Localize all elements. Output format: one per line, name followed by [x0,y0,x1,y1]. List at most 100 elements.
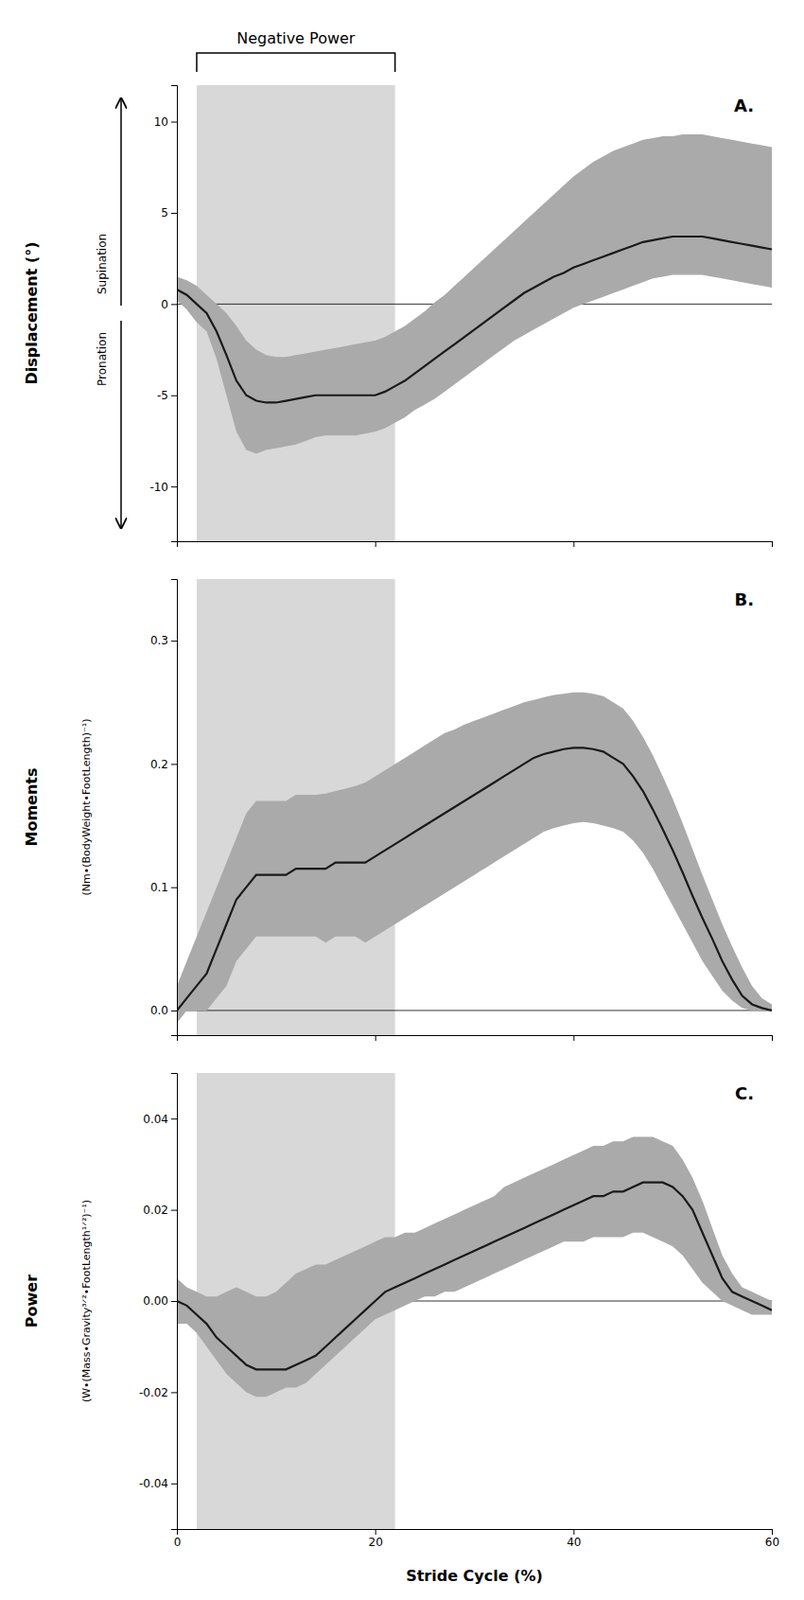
y-tick-label: 0.1 [150,880,169,894]
y-tick-mark [171,887,177,889]
y-tick: 10 [154,115,177,129]
annotation-bracket [196,52,396,72]
chart-svg: -10 -5 0 5 10 A. Negative Power Displacement (°… [0,0,804,1600]
x-tick-mark [176,1034,178,1041]
x-tick-mark [375,1528,377,1535]
y-tick-mark [171,486,177,488]
y-tick-mark [171,122,177,123]
x-tick-mark [176,541,178,547]
y-tick-label: 0.0 [150,1003,169,1017]
plot-area [176,578,772,1035]
y-tick-label: 0.2 [150,757,169,771]
y-tick: 0.02 [142,1203,177,1217]
panel-label: C. [734,1083,754,1103]
x-tick-label: 40 [566,1535,581,1549]
y-tick-label: 0.04 [142,1112,169,1126]
x-tick [573,541,575,547]
y-axis-subtitle: (W•(Mass•Gravity³ᐟ²•FootLength¹ᐟ²)⁻¹) [80,1199,93,1402]
y-axis-line [171,579,178,1036]
y-axis-title: Moments [22,768,41,847]
zero-line [176,1009,772,1011]
y-axis-line [171,86,178,542]
x-tick: 0 [174,1528,182,1549]
y-tick: 0.2 [150,757,177,771]
y-tick-label: 0.02 [142,1203,169,1217]
chart-container: -10 -5 0 5 10 A. Negative Power Displacement (°… [0,0,804,1600]
x-tick-mark [573,1528,575,1535]
x-tick: 20 [368,1528,384,1549]
y-axis: -0.04 -0.02 0.00 0.02 0.04 [139,1073,178,1530]
x-axis-title: Stride Cycle (%) [405,1566,543,1585]
x-tick [375,541,377,547]
y-tick-mark [171,763,177,765]
y-tick-label: -0.02 [139,1385,169,1399]
x-axis: 0 20 40 60 [174,1528,780,1549]
y-tick-label: -0.04 [139,1476,169,1490]
x-tick-mark [573,541,575,547]
x-tick: 60 [765,1528,780,1549]
y-axis: -10 -5 0 5 10 [149,86,177,542]
y-tick-mark [171,303,177,305]
y-tick: 0.00 [142,1293,177,1308]
panel: 0.00.10.20.3B. [150,578,773,1041]
y-tick: 0.3 [150,633,177,647]
mean-line [176,747,772,1010]
y-tick: 0.04 [142,1112,177,1126]
direction-arrow [120,98,123,306]
y-tick-mark [171,1300,177,1302]
y-tick-label: 0.00 [142,1293,169,1308]
y-tick: -0.04 [139,1476,177,1490]
y-axis: 0.0 0.1 0.2 0.3 [150,579,178,1036]
y-tick-mark [171,1391,177,1393]
x-tick-mark [375,541,377,547]
y-axis-title: Power [22,1274,41,1328]
x-tick [176,1034,178,1041]
direction-label: Supination [95,233,109,295]
x-tick [771,1034,773,1041]
plot-area [176,85,772,542]
x-axis-line [177,1035,773,1042]
band [176,692,772,1023]
mean-line [176,236,772,402]
direction-arrow [120,320,123,528]
y-tick-mark [171,395,177,397]
y-tick-label: 0.3 [150,633,169,647]
x-axis [177,541,773,547]
x-tick-mark [771,1528,773,1535]
y-tick-label: -10 [149,480,169,494]
y-tick: 0.1 [150,880,177,894]
y-axis-title: Displacement (°) [22,241,41,385]
annotation-text: Negative Power [236,29,356,48]
x-tick-label: 60 [765,1535,780,1549]
panel: -10 -5 0 5 10 A. Negative Power [149,29,772,547]
x-tick: 40 [566,1528,581,1549]
band [176,1136,772,1397]
y-tick: 5 [160,206,177,220]
x-tick-label: 20 [368,1535,384,1549]
x-tick-label: 0 [174,1535,182,1549]
x-tick [573,1034,575,1041]
y-tick: 0 [160,297,177,312]
x-tick-mark [771,1034,773,1041]
y-tick: 0.0 [150,1003,177,1017]
x-axis [177,1034,773,1041]
x-axis-line [177,1529,773,1536]
x-tick-mark [573,1034,575,1041]
y-tick: -0.02 [139,1385,177,1399]
y-axis-subtitle: (Nm•(BodyWeight•FootLength)⁻¹) [80,717,93,895]
y-tick-mark [171,1483,177,1485]
x-tick [771,541,773,547]
y-tick-mark [171,212,177,214]
direction-label: Pronation [95,332,109,386]
panel-label: A. [734,95,754,116]
mean-line [176,1182,772,1370]
y-tick-label: -5 [157,388,169,402]
y-tick-mark [171,1209,177,1211]
y-tick-mark [171,1010,177,1012]
y-tick-label: 0 [160,297,169,312]
y-tick-label: 10 [154,115,169,129]
y-tick-mark [171,640,177,642]
y-tick-mark [171,1118,177,1119]
y-axis-line [171,1073,178,1530]
plot-area [176,1072,772,1529]
